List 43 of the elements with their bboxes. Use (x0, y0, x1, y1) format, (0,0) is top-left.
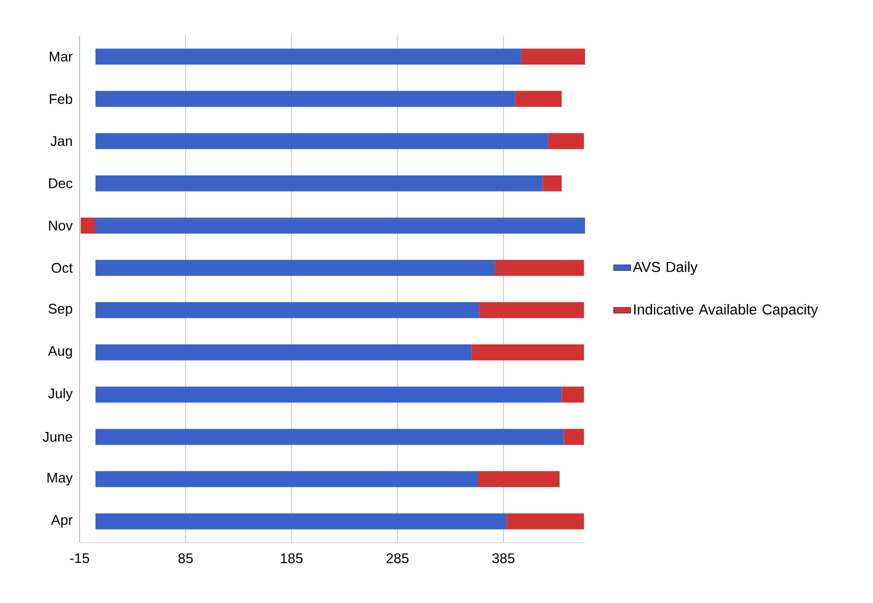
bar (96, 344, 472, 360)
legend-label: Indicative Available Capacity (634, 304, 818, 318)
bar (515, 90, 562, 107)
x-tick-label: -15 (70, 553, 90, 564)
y-tick-label: Feb (50, 94, 72, 104)
bar (80, 218, 96, 234)
y-tick-label: Apr (51, 515, 73, 528)
bar (562, 386, 584, 403)
bar (96, 218, 586, 234)
bar (96, 302, 480, 318)
y-tick-label: Mar (50, 52, 73, 62)
x-tick-label: 185 (280, 553, 303, 564)
bar (96, 175, 543, 192)
y-tick-label: Oct (52, 262, 73, 273)
bar (96, 90, 516, 107)
y-tick-label: Sep (48, 304, 72, 316)
bar (96, 133, 548, 150)
bar (479, 302, 584, 318)
bar (521, 48, 586, 65)
bar (506, 513, 584, 530)
bar (542, 175, 562, 192)
x-tick-label: 85 (178, 553, 193, 564)
bar (494, 260, 584, 276)
y-tick-label: July (48, 388, 73, 402)
bar (564, 428, 584, 445)
bar (96, 471, 478, 488)
bar (478, 471, 560, 488)
bar (96, 48, 522, 65)
y-tick-label: Jan (50, 136, 72, 146)
x-tick-label: 385 (492, 553, 514, 564)
bar (96, 386, 562, 403)
x-tick-label: 285 (386, 553, 409, 564)
bar (96, 428, 564, 445)
bar (548, 133, 584, 150)
y-tick-label: June (42, 432, 72, 442)
y-tick-label: Nov (49, 220, 73, 230)
bar (96, 513, 507, 530)
y-tick-label: May (48, 472, 73, 486)
y-tick-label: Aug (48, 346, 72, 359)
bar (472, 344, 584, 360)
legend-label: AVS Daily (632, 261, 698, 275)
bar (96, 260, 495, 276)
y-tick-label: Dec (49, 178, 72, 188)
